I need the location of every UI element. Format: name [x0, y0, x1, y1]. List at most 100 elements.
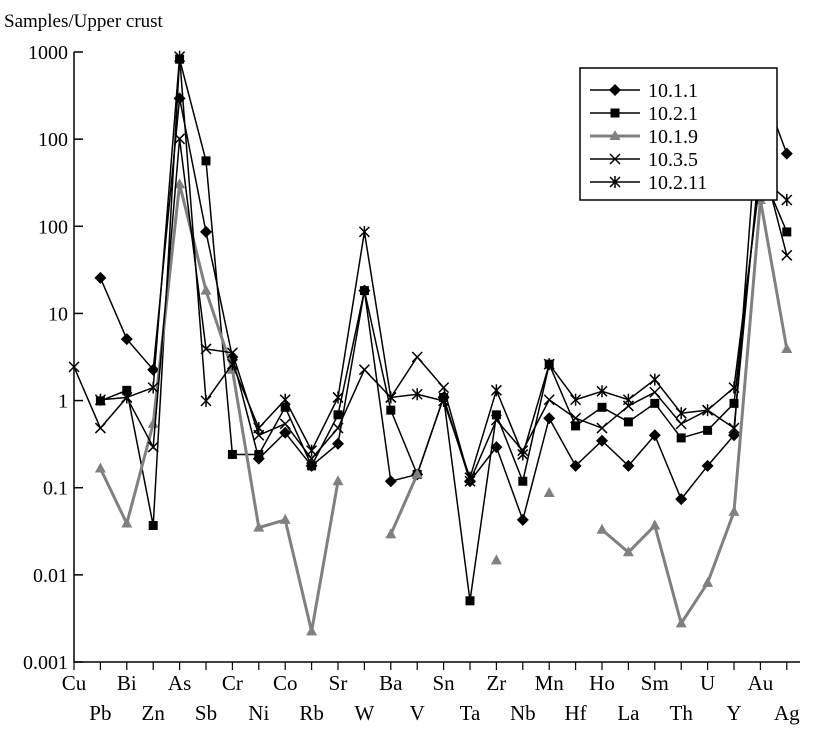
data-point — [438, 382, 450, 394]
data-point — [94, 462, 106, 473]
data-point — [94, 271, 107, 284]
data-point — [384, 475, 397, 488]
data-point — [728, 381, 740, 394]
data-point — [358, 364, 370, 376]
y-tick-label: 0.01 — [33, 565, 68, 587]
x-tick-label-v: V — [410, 701, 425, 725]
data-point — [174, 178, 186, 189]
data-point — [333, 410, 343, 420]
x-tick-label-u: U — [700, 671, 715, 695]
data-point — [781, 194, 793, 207]
data-point — [701, 459, 714, 472]
data-point — [200, 225, 212, 238]
data-point — [386, 405, 396, 415]
x-tick-label-th: Th — [670, 701, 694, 725]
data-point — [200, 284, 212, 295]
data-point — [68, 361, 80, 373]
legend-label: 10.1.1 — [648, 80, 698, 102]
legend-marker — [610, 108, 620, 118]
data-point — [411, 351, 423, 363]
data-point — [490, 384, 502, 397]
data-point — [147, 363, 160, 376]
data-point — [596, 422, 608, 434]
data-point — [226, 347, 238, 359]
data-point — [332, 437, 344, 450]
x-tick-label-pb: Pb — [89, 701, 111, 725]
legend-marker — [609, 176, 621, 188]
axes — [73, 52, 800, 663]
x-tick-label-zr: Zr — [486, 671, 506, 695]
series-line — [601, 199, 789, 627]
data-point — [781, 249, 793, 261]
data-point — [385, 528, 397, 539]
data-point — [780, 147, 793, 160]
x-tick-label-zn: Zn — [142, 701, 166, 725]
data-point — [623, 417, 633, 427]
x-tick-label-ta: Ta — [460, 701, 481, 725]
data-point — [148, 521, 158, 531]
data-point — [648, 429, 661, 442]
data-point — [622, 393, 634, 406]
x-tick-label-la: La — [617, 701, 640, 725]
data-point — [411, 388, 423, 401]
data-point — [147, 381, 159, 394]
x-tick-label-ba: Ba — [379, 671, 403, 695]
series-line — [73, 138, 788, 484]
data-point — [543, 412, 556, 425]
data-point — [570, 393, 582, 406]
data-point — [490, 414, 502, 426]
x-tick-label-mn: Mn — [535, 671, 565, 695]
data-point — [306, 444, 318, 457]
data-point — [332, 475, 344, 486]
data-point — [438, 394, 450, 407]
x-tick-label-y: Y — [726, 701, 741, 725]
data-point — [465, 596, 475, 606]
y-tick-label: 0.001 — [23, 652, 68, 674]
data-point — [702, 576, 714, 587]
y-tick-label: 1000 — [28, 42, 68, 64]
data-point — [174, 133, 186, 145]
data-point — [279, 393, 291, 406]
data-point — [728, 422, 740, 434]
y-tick-label: 0.1 — [43, 478, 68, 500]
y-axis-ticks: 1000 100 100 10 1 0.1 0.01 0.001 — [23, 42, 83, 674]
data-point — [650, 398, 660, 408]
legend-marker — [609, 84, 621, 96]
data-point — [358, 225, 370, 238]
data-point — [332, 422, 344, 434]
data-point — [279, 426, 292, 439]
data-point — [279, 418, 291, 430]
data-point — [675, 418, 687, 430]
data-point — [254, 449, 264, 459]
x-tick-label-ho: Ho — [589, 671, 615, 695]
series-10.2.11 — [94, 50, 793, 484]
data-point — [570, 412, 582, 424]
data-point — [649, 373, 661, 386]
legend: 10.1.110.2.110.1.910.3.510.2.11 — [579, 67, 778, 201]
series-line — [99, 183, 340, 632]
legend-marker — [609, 153, 621, 165]
data-point — [676, 433, 686, 443]
data-point — [121, 517, 133, 528]
x-tick-label-ni: Ni — [248, 701, 269, 725]
data-point — [596, 385, 608, 398]
data-point — [518, 476, 528, 486]
x-tick-label-ag: Ag — [774, 701, 800, 725]
data-point — [280, 402, 290, 412]
legend-label: 10.3.5 — [648, 149, 698, 171]
legend-label: 10.2.11 — [648, 172, 707, 194]
data-point — [781, 342, 793, 353]
x-tick-label-sm: Sm — [641, 671, 669, 695]
x-tick-label-sb: Sb — [195, 701, 217, 725]
x-tick-label-cr: Cr — [222, 671, 243, 695]
data-point — [622, 459, 635, 472]
y-tick-label: 100 — [38, 129, 68, 151]
data-point — [490, 554, 502, 565]
data-point — [94, 422, 106, 434]
x-tick-label-sr: Sr — [329, 671, 348, 695]
data-point — [253, 521, 265, 532]
data-point — [596, 434, 608, 447]
data-point — [516, 513, 529, 526]
data-point — [569, 459, 582, 472]
